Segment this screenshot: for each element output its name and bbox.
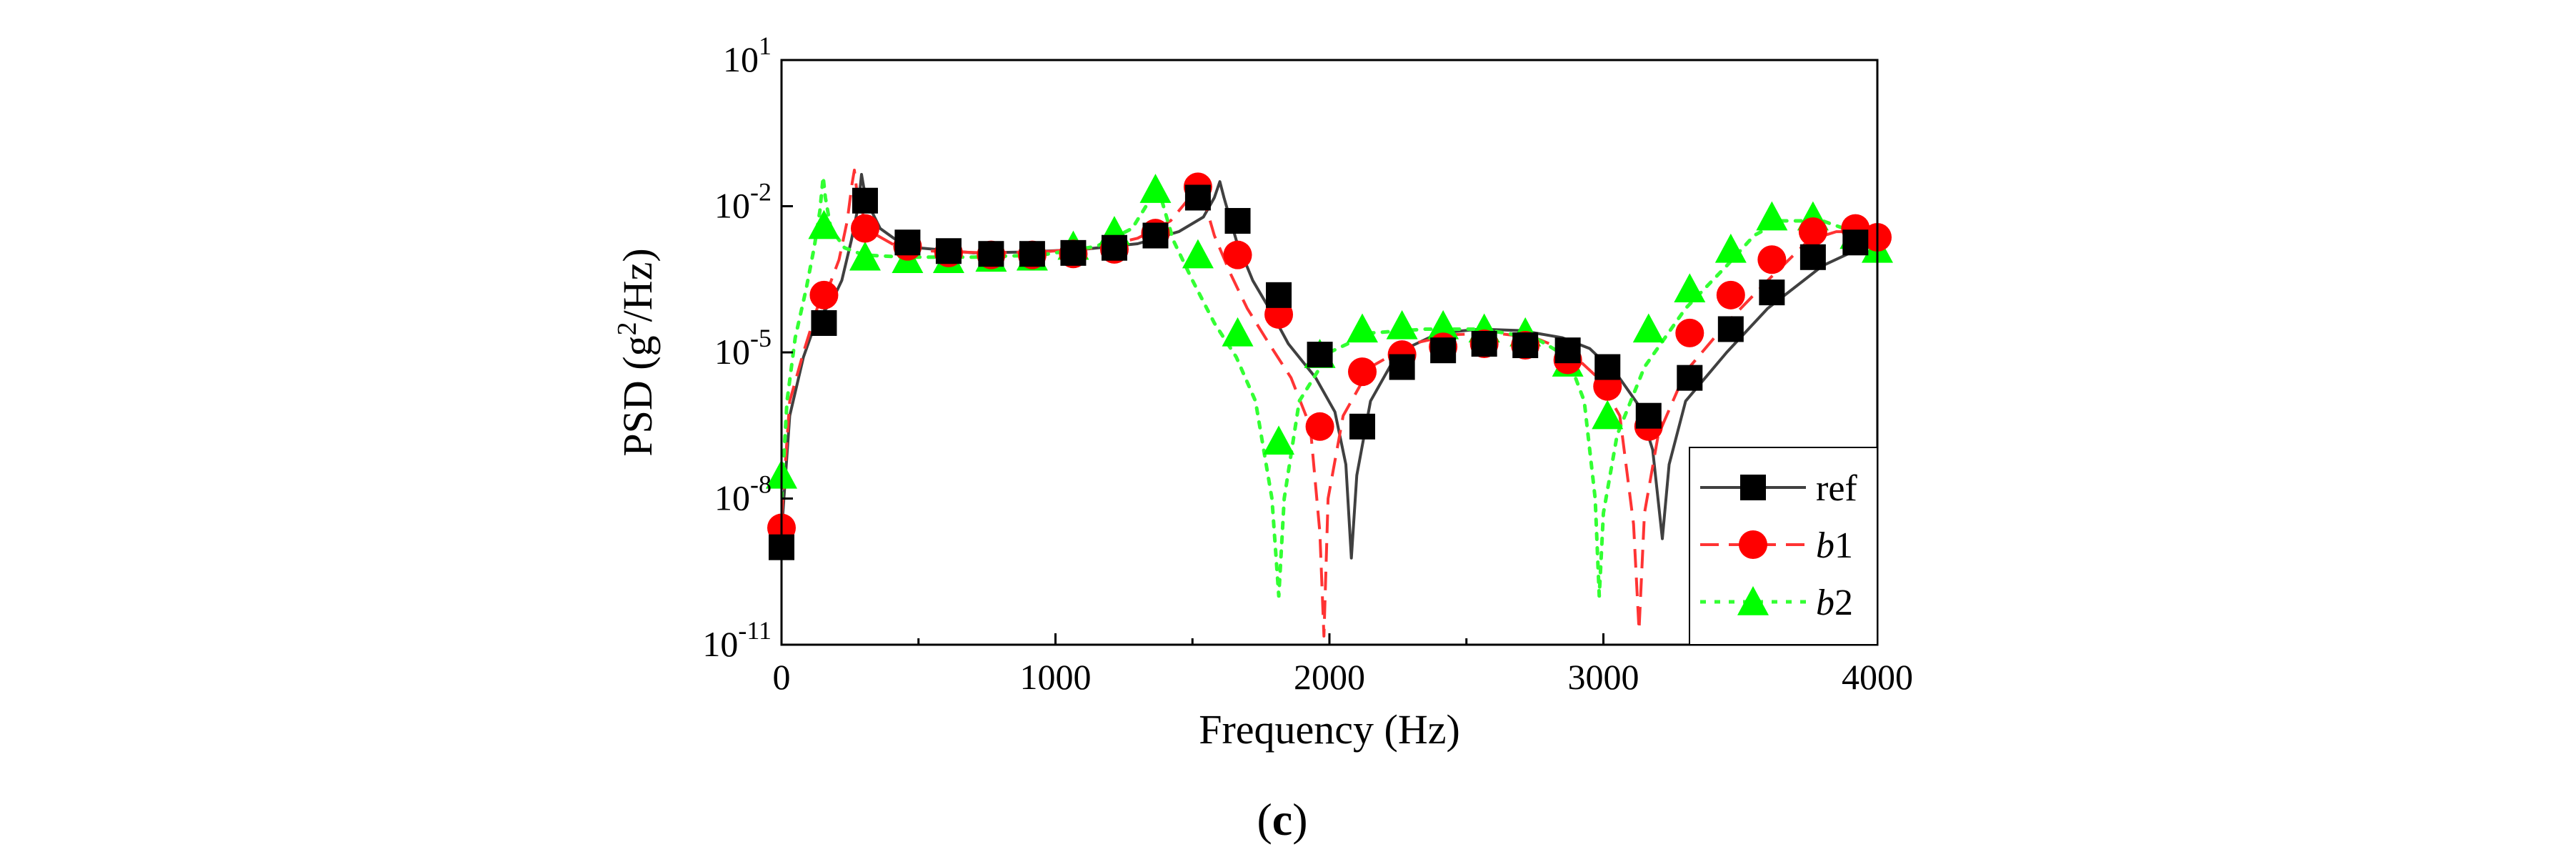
series-line-b2	[782, 175, 1877, 598]
legend-label-ref: ref	[1816, 468, 1857, 509]
legend-label-b2: b2	[1816, 583, 1853, 623]
data-point-b2	[1263, 425, 1295, 455]
y-axis-title-prefix: PSD (g	[614, 335, 661, 456]
data-point-b1	[1348, 357, 1377, 387]
data-point-ref	[1799, 244, 1826, 270]
data-point-b1	[1716, 280, 1745, 309]
y-tick-label: 10-5	[714, 324, 772, 372]
data-point-b2	[1222, 317, 1254, 347]
data-point-b1	[1757, 245, 1787, 274]
data-point-ref	[1471, 330, 1497, 357]
data-point-b2	[1674, 273, 1706, 303]
x-tick-label: 1000	[1020, 657, 1092, 697]
data-point-ref	[1677, 365, 1703, 391]
data-point-ref	[935, 238, 962, 264]
data-point-b2	[808, 209, 840, 239]
y-tick-label: 10-2	[714, 178, 772, 226]
data-point-ref	[852, 187, 878, 214]
data-point-b1	[1223, 240, 1252, 269]
data-point-ref	[978, 241, 1004, 267]
data-point-b1	[1798, 217, 1827, 247]
series-markers-ref	[769, 184, 1869, 560]
data-point-b2	[1139, 174, 1172, 203]
data-point-ref	[1512, 332, 1539, 359]
legend-label-b1: b1	[1816, 525, 1853, 566]
legend: ref b1 b2	[1689, 447, 1878, 645]
y-tick-label: 10-11	[702, 616, 772, 664]
legend-marker-b1	[1739, 530, 1767, 559]
data-point-ref	[1594, 354, 1621, 380]
data-point-b1	[1305, 412, 1334, 441]
y-axis-title-superscript: 2	[612, 322, 642, 335]
marker-layer	[766, 172, 1893, 560]
y-axis-title-suffix: /Hz)	[614, 248, 661, 322]
data-point-ref	[811, 309, 837, 336]
data-point-b2	[1347, 313, 1379, 343]
legend-entry-b2: b2	[1700, 583, 1853, 623]
x-tick-labels: 0 1000 2000 3000 4000	[773, 657, 1914, 697]
y-tick-label: 101	[723, 31, 772, 79]
data-point-ref	[1266, 282, 1292, 308]
data-point-ref	[1635, 402, 1662, 429]
legend-entry-b1: b1	[1700, 525, 1853, 566]
data-point-ref	[1717, 316, 1744, 342]
legend-entries: ref b1 b2	[1700, 468, 1857, 623]
caption-letter: c	[1272, 794, 1292, 845]
data-point-b2	[1182, 239, 1214, 269]
data-point-b2	[1756, 201, 1788, 231]
data-point-b2	[1386, 309, 1418, 340]
series-line-b1	[782, 169, 1877, 638]
data-point-b2	[1592, 400, 1624, 430]
data-point-ref	[1554, 337, 1581, 364]
data-point-ref	[1224, 208, 1251, 234]
x-tick-label: 2000	[1294, 657, 1365, 697]
y-tick-label: 10-8	[714, 470, 772, 518]
caption-close: )	[1292, 794, 1307, 845]
data-point-ref	[1842, 229, 1869, 256]
x-tick-label: 3000	[1568, 657, 1639, 697]
data-point-b1	[850, 214, 879, 243]
data-point-ref	[1430, 337, 1457, 364]
y-axis-title: PSD (g2/Hz)	[612, 248, 661, 456]
data-point-ref	[1184, 184, 1211, 211]
legend-entry-ref: ref	[1700, 468, 1857, 509]
data-point-b1	[1675, 318, 1704, 347]
data-point-ref	[1101, 234, 1127, 261]
data-point-b2	[849, 241, 881, 271]
x-axis-title: Frequency (Hz)	[1199, 706, 1460, 753]
figure-caption: (c)	[1257, 794, 1307, 845]
data-point-ref	[1389, 354, 1415, 380]
legend-marker-b2	[1737, 586, 1769, 615]
data-point-b2	[1427, 309, 1459, 340]
data-point-ref	[1060, 239, 1087, 266]
data-point-ref	[894, 229, 921, 256]
data-point-b2	[1632, 313, 1664, 343]
legend-marker-ref	[1740, 475, 1766, 500]
caption-open: (	[1257, 794, 1272, 845]
data-point-ref	[1307, 342, 1333, 368]
x-tick-label: 4000	[1842, 657, 1913, 697]
data-point-ref	[1349, 413, 1376, 440]
x-tick-label: 0	[773, 657, 791, 697]
data-point-ref	[1759, 279, 1785, 306]
data-point-b2	[1714, 233, 1747, 263]
legend-box	[1689, 447, 1878, 645]
data-point-b1	[809, 280, 839, 309]
data-point-ref	[1019, 241, 1045, 267]
data-point-ref	[1142, 222, 1169, 249]
y-tick-labels: 10-11 10-8 10-5 10-2 101	[702, 31, 772, 664]
